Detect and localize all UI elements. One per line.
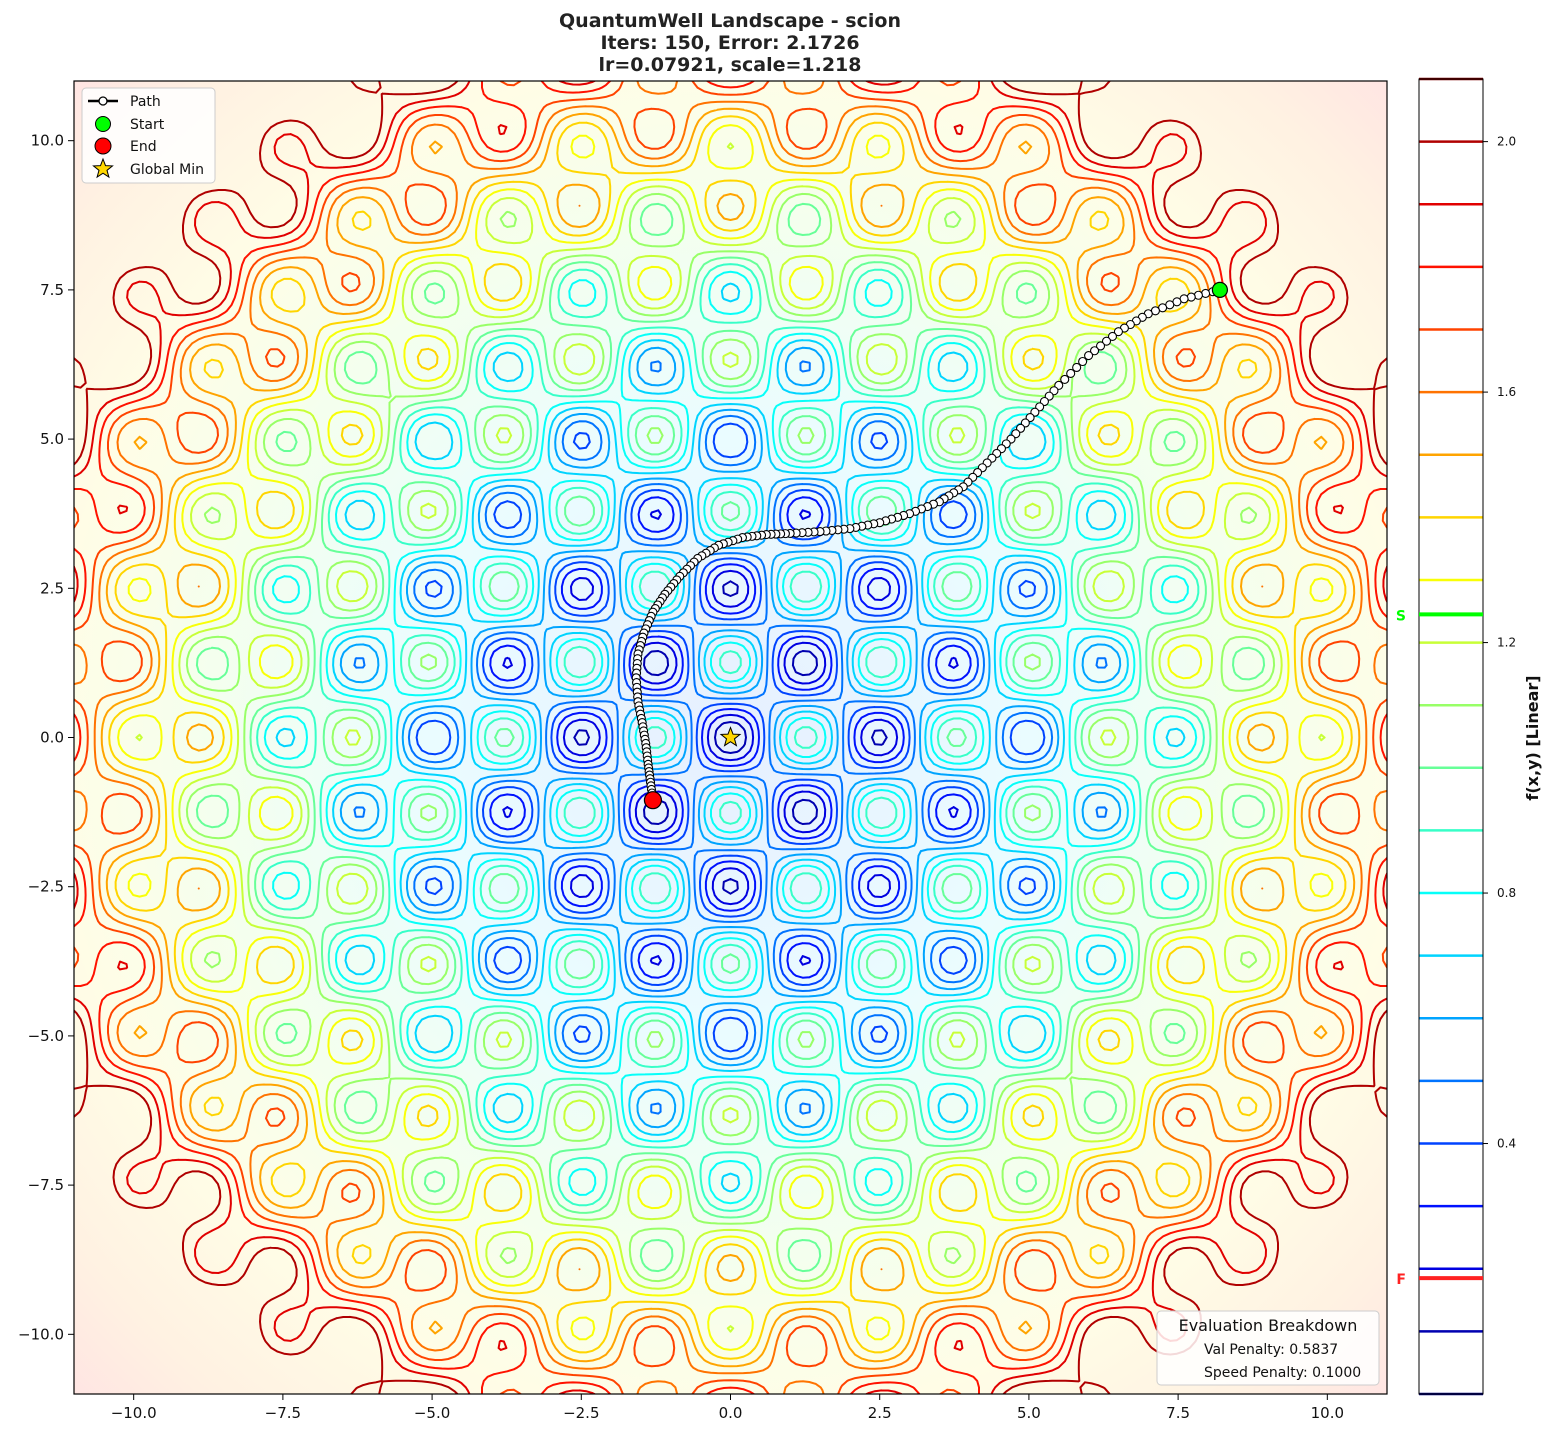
colorbar-ticks: 0.4 0.8 1.2 1.6 2.0 <box>1483 135 1516 1151</box>
speed-penalty: Speed Penalty: 0.1000 <box>1204 1365 1361 1381</box>
path-point <box>1066 368 1076 378</box>
contour-level-line <box>74 81 1387 1394</box>
y-tick-label: −7.5 <box>28 1176 64 1194</box>
path-point <box>1090 346 1100 356</box>
colorbar-tick-label: 1.6 <box>1497 385 1516 399</box>
x-tick-label: 2.5 <box>868 1404 892 1422</box>
contour-level-line <box>263 270 1198 1205</box>
legend-item-path: Path <box>88 94 161 110</box>
contour-lines <box>74 81 1387 1394</box>
contour-level-line <box>415 422 1046 1053</box>
info-title: Evaluation Breakdown <box>1179 1316 1358 1335</box>
contour-level-line <box>74 81 1387 1394</box>
path-point <box>1084 350 1094 361</box>
y-tick-label: −10.0 <box>18 1325 64 1343</box>
path-point <box>1113 327 1123 337</box>
colorbar-tick-label: 1.2 <box>1497 636 1516 650</box>
path-point <box>1101 336 1112 346</box>
legend-label-path: Path <box>130 94 161 110</box>
y-tick-label: 0.0 <box>40 729 64 747</box>
legend-item-global-min: Global Min <box>92 157 204 179</box>
plot-area <box>73 80 1388 1395</box>
x-tick-label: −5.0 <box>414 1404 450 1422</box>
colorbar-markers: SF <box>1396 608 1483 1288</box>
x-tick-label: −2.5 <box>563 1404 599 1422</box>
contour-level-line <box>502 509 959 966</box>
chart-subtitle-params: lr=0.07921, scale=1.218 <box>599 54 862 76</box>
path-point <box>1095 341 1106 351</box>
optimizer-path <box>631 285 1225 802</box>
colorbar-start-label: S <box>1396 608 1406 624</box>
contour-level-line <box>256 263 1205 1212</box>
contour-level-line <box>185 192 1276 1283</box>
legend-label-global-min: Global Min <box>130 162 204 178</box>
contour-level-line <box>74 81 1387 1394</box>
y-axis: −10.0 −7.5 −5.0 −2.5 0.0 2.5 5.0 7.5 10.0 <box>18 132 74 1343</box>
val-penalty: Val Penalty: 0.5837 <box>1204 1342 1338 1358</box>
legend-start-marker <box>95 116 111 132</box>
legend-end-marker <box>94 137 112 155</box>
chart-title: QuantumWell Landscape - scion <box>559 10 901 32</box>
colorbar-label: f(x,y) [Linear] <box>1523 675 1542 800</box>
y-tick-label: 10.0 <box>31 132 64 150</box>
chart-subtitle-iters: Iters: 150, Error: 2.1726 <box>600 32 859 54</box>
contour-level-line <box>74 81 1387 1394</box>
legend-box <box>81 87 216 184</box>
colorbar-frame <box>1418 78 1484 1395</box>
contour-level-line <box>117 124 1344 1351</box>
markers <box>643 281 1228 810</box>
x-axis: −10.0 −7.5 −5.0 −2.5 0.0 2.5 5.0 7.5 10.0 <box>111 1394 1344 1422</box>
legend-star-icon <box>92 157 114 179</box>
path-point <box>1060 374 1070 384</box>
y-tick-label: −5.0 <box>28 1027 64 1045</box>
legend: Path Start End Global Min <box>81 87 216 184</box>
x-tick-label: 7.5 <box>1166 1404 1190 1422</box>
end-marker <box>643 791 663 810</box>
colorbar-tick-label: 0.4 <box>1497 1137 1516 1151</box>
path-point <box>1078 356 1088 367</box>
colorbar-tick-label: 2.0 <box>1497 135 1516 149</box>
contour-level-line <box>573 580 888 895</box>
x-tick-label: −7.5 <box>265 1404 301 1422</box>
colorbar-final-label: F <box>1396 1272 1406 1288</box>
colorbar-tick-label: 0.8 <box>1497 886 1516 900</box>
contour-level-line <box>489 496 972 979</box>
y-tick-label: 2.5 <box>40 579 64 597</box>
colorbar: 0.40.81.21.62.0 SF f(x,y) [Linear] <box>1396 77 1542 1396</box>
path-point <box>1107 331 1118 341</box>
x-tick-label: 5.0 <box>1017 1404 1041 1422</box>
legend-item-end: End <box>94 137 157 155</box>
path-point <box>1072 362 1082 373</box>
x-tick-label: 0.0 <box>719 1404 743 1422</box>
x-tick-label: 10.0 <box>1311 1404 1344 1422</box>
contour-level-line <box>195 202 1266 1273</box>
global-min-marker <box>719 726 742 747</box>
legend-path-marker <box>98 96 108 106</box>
start-marker <box>1211 281 1228 298</box>
contour-level-line <box>339 346 1122 1129</box>
legend-item-start: Start <box>95 116 165 133</box>
contour-level-line <box>135 142 1326 1333</box>
contour-level-line <box>108 115 1353 1360</box>
info-box <box>1156 1310 1380 1386</box>
contour-level-line <box>353 360 1108 1115</box>
y-tick-label: 7.5 <box>40 281 64 299</box>
evaluation-breakdown: Evaluation Breakdown Val Penalty: 0.5837… <box>1156 1310 1380 1386</box>
contour-level-line <box>100 107 1361 1368</box>
legend-label-end: End <box>130 139 157 155</box>
y-tick-label: 5.0 <box>40 430 64 448</box>
y-tick-label: −2.5 <box>28 878 64 896</box>
colorbar-body <box>1419 79 1483 1394</box>
x-tick-label: −10.0 <box>111 1404 157 1422</box>
legend-label-start: Start <box>130 117 165 133</box>
